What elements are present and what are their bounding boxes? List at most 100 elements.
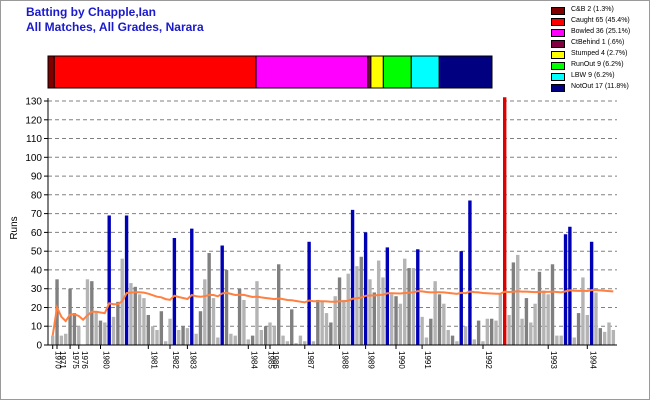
innings-bar bbox=[329, 322, 333, 345]
innings-bar bbox=[376, 260, 381, 345]
innings-bar bbox=[85, 279, 90, 345]
x-tick-label: 1971 bbox=[58, 351, 67, 369]
innings-bar bbox=[455, 341, 459, 345]
strip-segment bbox=[370, 55, 384, 89]
innings-bar bbox=[77, 326, 81, 345]
y-tick-label: 20 bbox=[31, 303, 43, 314]
innings-bar bbox=[381, 277, 385, 345]
y-axis-label: Runs bbox=[9, 216, 20, 239]
innings-bar bbox=[150, 326, 155, 345]
legend-swatch bbox=[551, 29, 565, 37]
innings-bar bbox=[576, 313, 581, 345]
innings-bar bbox=[559, 335, 563, 345]
x-tick-label: 1993 bbox=[549, 351, 558, 369]
innings-bar bbox=[607, 322, 611, 345]
strip-segment bbox=[53, 55, 257, 89]
innings-bar bbox=[233, 335, 237, 345]
innings-bar bbox=[463, 326, 468, 345]
innings-bar bbox=[303, 341, 307, 345]
legend-swatch bbox=[551, 18, 565, 26]
y-tick-label: 60 bbox=[31, 228, 43, 239]
legend-label: CtBehind 1 (.6%) bbox=[571, 39, 625, 46]
innings-bar bbox=[342, 299, 346, 345]
innings-bar bbox=[51, 335, 55, 345]
y-tick-label: 80 bbox=[31, 190, 43, 201]
innings-bar bbox=[524, 298, 529, 345]
y-tick-label: 10 bbox=[31, 322, 43, 333]
innings-bar bbox=[394, 296, 398, 345]
innings-bar bbox=[250, 335, 255, 345]
innings-bar bbox=[429, 318, 433, 345]
innings-bar bbox=[311, 341, 316, 345]
innings-bar bbox=[242, 299, 246, 345]
x-tick-label: 1994 bbox=[588, 351, 597, 369]
innings-bar bbox=[185, 328, 190, 345]
x-tick-label: 1975 bbox=[71, 351, 80, 369]
innings-bar bbox=[124, 215, 129, 345]
legend-label: NotOut 17 (11.8%) bbox=[571, 83, 629, 90]
innings-bar bbox=[489, 318, 494, 345]
innings-bar bbox=[476, 320, 481, 345]
innings-bar bbox=[320, 301, 324, 345]
x-tick-label: 1986 bbox=[271, 351, 280, 369]
innings-bar bbox=[546, 294, 550, 345]
innings-bar bbox=[568, 226, 572, 345]
innings-bar bbox=[398, 303, 403, 345]
innings-bar bbox=[572, 337, 576, 345]
innings-bar bbox=[442, 303, 446, 345]
innings-bar bbox=[420, 316, 424, 345]
x-tick-label: 1985 bbox=[267, 351, 276, 369]
innings-bar bbox=[277, 264, 281, 345]
innings-bar bbox=[246, 339, 250, 345]
strip-segment bbox=[410, 55, 440, 89]
innings-bar bbox=[507, 314, 511, 345]
x-tick-label: 1970 bbox=[54, 351, 63, 369]
innings-bar bbox=[368, 279, 372, 345]
innings-bar bbox=[129, 283, 133, 345]
innings-bar bbox=[59, 335, 64, 345]
innings-bar bbox=[146, 314, 151, 345]
innings-bar bbox=[494, 320, 498, 345]
strip-segment bbox=[47, 55, 55, 89]
y-tick-label: 100 bbox=[25, 153, 42, 164]
innings-bar bbox=[224, 269, 229, 345]
x-tick-label: 1989 bbox=[367, 351, 376, 369]
innings-bar bbox=[68, 288, 72, 345]
innings-bar bbox=[598, 328, 603, 345]
y-tick-label: 130 bbox=[25, 97, 42, 108]
innings-bar bbox=[263, 326, 268, 345]
y-axis-ticks: 0 10 20 30 40 50 60 70 80 90 100 110 120 130 bbox=[25, 97, 48, 352]
innings-bar bbox=[159, 311, 164, 345]
chart-subtitle: All Matches, All Grades, Narara bbox=[26, 20, 204, 34]
innings-bar bbox=[550, 264, 555, 345]
innings-bar bbox=[503, 97, 507, 345]
innings-bar bbox=[116, 301, 120, 345]
innings-bar bbox=[190, 228, 194, 345]
legend-swatch bbox=[551, 62, 565, 70]
innings-bar bbox=[581, 277, 585, 345]
innings-bar bbox=[411, 268, 416, 345]
innings-bar bbox=[103, 322, 107, 345]
innings-bar bbox=[337, 277, 342, 345]
legend-swatch bbox=[551, 73, 565, 81]
innings-bar bbox=[94, 311, 98, 345]
x-tick-label: 1988 bbox=[341, 351, 350, 369]
average-line bbox=[51, 289, 614, 336]
innings-bar bbox=[602, 331, 607, 345]
innings-bar bbox=[211, 298, 216, 345]
y-tick-label: 0 bbox=[36, 341, 42, 352]
innings-bar bbox=[359, 256, 363, 345]
innings-bar bbox=[324, 313, 329, 345]
innings-bar bbox=[290, 309, 294, 345]
innings-bar bbox=[220, 245, 224, 345]
x-tick-label: 1980 bbox=[102, 351, 111, 369]
x-tick-label: 1992 bbox=[484, 351, 493, 369]
innings-bar bbox=[385, 247, 390, 345]
innings-bar bbox=[307, 241, 311, 345]
innings-bar bbox=[563, 234, 568, 345]
innings-bar bbox=[529, 322, 533, 345]
innings-bar bbox=[90, 281, 94, 345]
legend-swatch bbox=[551, 7, 565, 15]
innings-bar bbox=[481, 341, 485, 345]
